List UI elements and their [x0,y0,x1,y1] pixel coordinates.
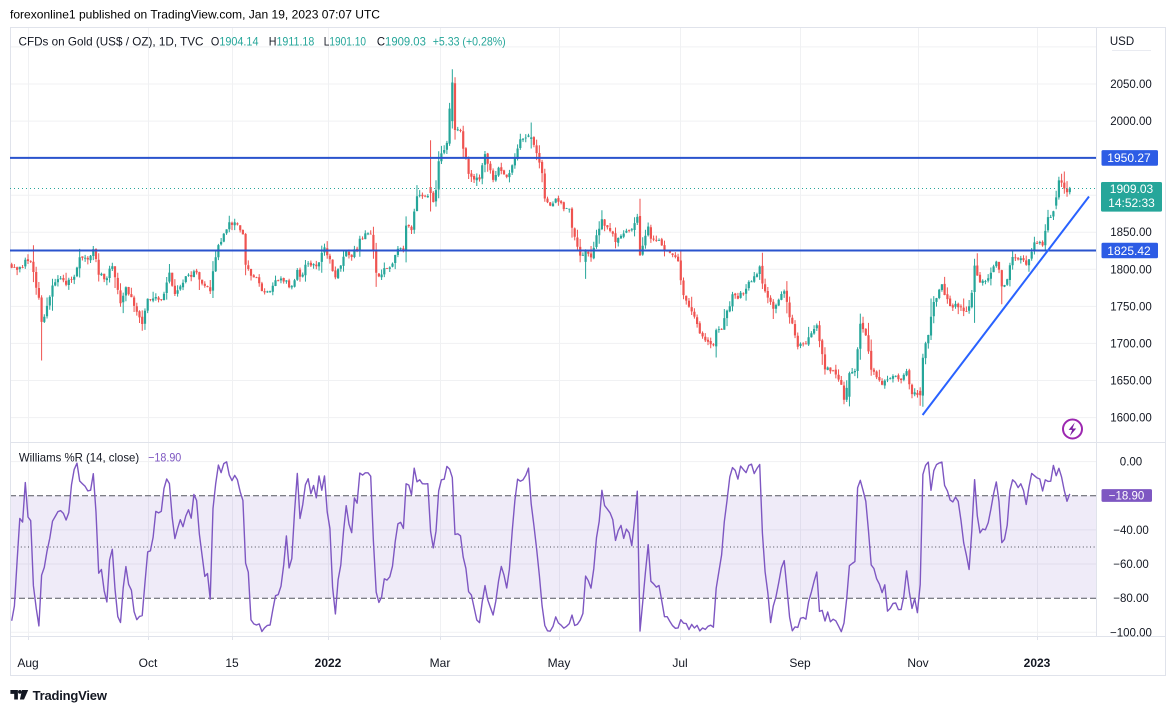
svg-text:2050.00: 2050.00 [1110,79,1152,91]
svg-text:1700.00: 1700.00 [1110,338,1152,350]
svg-text:−18.90: −18.90 [148,451,181,465]
svg-text:Sep: Sep [789,656,811,670]
svg-text:1600.00: 1600.00 [1110,413,1152,425]
svg-text:Aug: Aug [17,656,38,670]
svg-text:Oct: Oct [139,656,158,670]
svg-text:14:52:33: 14:52:33 [1108,196,1155,210]
svg-text:1800.00: 1800.00 [1110,264,1152,276]
svg-text:0.00: 0.00 [1120,457,1142,469]
svg-text:1850.00: 1850.00 [1110,227,1152,239]
svg-text:−80.00: −80.00 [1113,593,1149,605]
svg-text:1825.42: 1825.42 [1107,244,1151,258]
svg-text:+5.33 (+0.28%): +5.33 (+0.28%) [433,35,506,49]
svg-text:L1901.10: L1901.10 [324,35,366,49]
svg-text:−40.00: −40.00 [1113,525,1149,537]
svg-text:May: May [548,656,571,670]
svg-text:O1904.14: O1904.14 [211,35,259,49]
svg-text:2000.00: 2000.00 [1110,116,1152,128]
svg-text:2023: 2023 [1024,656,1051,670]
svg-text:1909.03: 1909.03 [1110,182,1154,196]
svg-text:forexonline1 published on Trad: forexonline1 published on TradingView.co… [10,8,380,22]
svg-text:Williams %R (14, close): Williams %R (14, close) [19,451,139,465]
svg-text:1750.00: 1750.00 [1110,301,1152,313]
svg-text:1650.00: 1650.00 [1110,376,1152,388]
svg-text:CFDs on Gold (US$ / OZ), 1D, T: CFDs on Gold (US$ / OZ), 1D, TVC [19,35,204,49]
svg-text:−18.90: −18.90 [1109,490,1145,502]
svg-text:Nov: Nov [907,656,928,670]
svg-text:Jul: Jul [672,656,687,670]
svg-text:H1911.18: H1911.18 [269,35,315,49]
svg-text:TradingView: TradingView [33,688,108,703]
svg-text:2022: 2022 [315,656,342,670]
svg-text:−60.00: −60.00 [1113,559,1149,571]
svg-text:USD: USD [1110,36,1134,48]
svg-text:Mar: Mar [430,656,451,670]
svg-text:1950.27: 1950.27 [1107,151,1151,165]
svg-text:15: 15 [225,656,239,670]
svg-text:C1909.03: C1909.03 [377,35,426,49]
svg-text:−100.00: −100.00 [1110,627,1152,639]
